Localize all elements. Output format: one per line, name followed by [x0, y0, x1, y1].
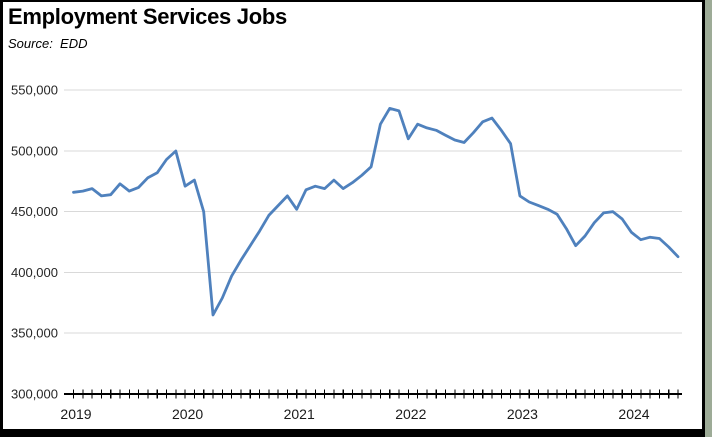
x-axis-year-label: 2022	[395, 406, 426, 422]
x-axis-year-label: 2024	[618, 406, 649, 422]
y-axis-tick-label: 550,000	[11, 83, 58, 98]
x-axis-year-label: 2020	[172, 406, 203, 422]
x-axis-year-label: 2021	[284, 406, 315, 422]
window-edge-strip	[705, 0, 712, 437]
y-axis-tick-label: 450,000	[11, 204, 58, 219]
x-axis-year-label: 2023	[507, 406, 538, 422]
x-axis-year-label: 2019	[60, 406, 91, 422]
chart-source-label: Source: EDD	[8, 36, 88, 51]
chart-title: Employment Services Jobs	[8, 4, 287, 29]
y-axis-tick-label: 300,000	[11, 387, 58, 402]
y-axis-tick-label: 400,000	[11, 265, 58, 280]
y-axis-tick-label: 350,000	[11, 326, 58, 341]
y-axis-tick-label: 500,000	[11, 143, 58, 158]
employment-services-series-line	[72, 107, 680, 317]
